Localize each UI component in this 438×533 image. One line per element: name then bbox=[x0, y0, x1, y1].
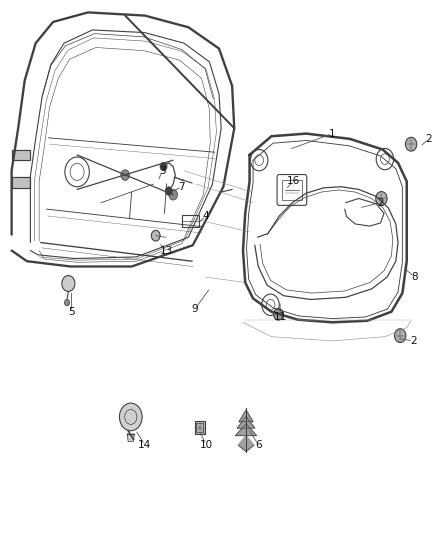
Circle shape bbox=[151, 230, 160, 241]
Circle shape bbox=[376, 191, 387, 205]
Bar bbox=[196, 423, 203, 432]
Circle shape bbox=[160, 163, 167, 171]
Bar bbox=[194, 421, 205, 434]
Text: 5: 5 bbox=[68, 306, 75, 317]
Circle shape bbox=[165, 187, 172, 195]
Circle shape bbox=[169, 189, 177, 200]
Text: 3: 3 bbox=[159, 166, 166, 176]
Text: 2: 2 bbox=[410, 336, 417, 346]
Text: 13: 13 bbox=[160, 246, 173, 255]
Text: 14: 14 bbox=[138, 440, 152, 450]
Text: 7: 7 bbox=[179, 182, 185, 192]
Polygon shape bbox=[237, 416, 255, 428]
Polygon shape bbox=[239, 410, 253, 422]
Text: 2: 2 bbox=[425, 134, 432, 144]
Polygon shape bbox=[12, 177, 29, 188]
Polygon shape bbox=[236, 424, 257, 435]
Text: 1: 1 bbox=[329, 128, 336, 139]
Text: 10: 10 bbox=[199, 440, 212, 450]
Bar bbox=[182, 215, 199, 227]
Text: 4: 4 bbox=[203, 211, 209, 221]
Circle shape bbox=[62, 276, 75, 292]
Circle shape bbox=[406, 138, 417, 151]
Bar bbox=[282, 180, 302, 200]
Circle shape bbox=[120, 403, 142, 431]
Circle shape bbox=[395, 329, 406, 343]
Polygon shape bbox=[12, 150, 29, 160]
Text: 2: 2 bbox=[377, 198, 384, 208]
Circle shape bbox=[274, 309, 283, 320]
Circle shape bbox=[121, 169, 130, 180]
Polygon shape bbox=[238, 435, 254, 451]
Text: 9: 9 bbox=[192, 304, 198, 314]
Text: 11: 11 bbox=[273, 312, 287, 322]
Circle shape bbox=[64, 300, 70, 306]
Text: 8: 8 bbox=[411, 272, 418, 282]
Polygon shape bbox=[127, 434, 134, 441]
Text: 16: 16 bbox=[286, 176, 300, 187]
Text: 6: 6 bbox=[255, 440, 261, 450]
